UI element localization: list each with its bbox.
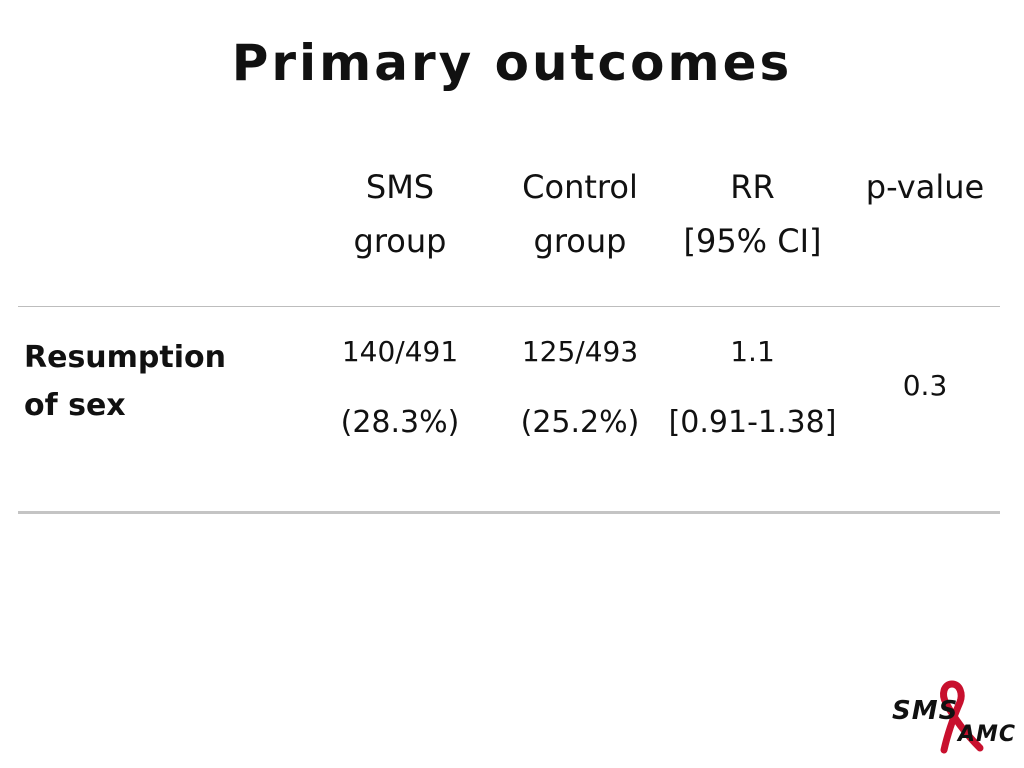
- row-label-line2: of sex: [24, 388, 126, 423]
- header-control-group: Control group: [495, 160, 665, 268]
- header-control-line2: group: [533, 222, 627, 260]
- header-sms-line2: group: [353, 222, 447, 260]
- header-control-line1: Control: [522, 168, 638, 206]
- cell-sms-count: 140/491: [341, 335, 459, 368]
- cell-p-value: 0.3: [902, 369, 948, 402]
- row-label-line1: Resumption: [24, 340, 226, 375]
- cell-control-percent: (25.2%): [520, 405, 640, 440]
- slide-title: Primary outcomes: [231, 34, 793, 92]
- awareness-ribbon-icon: [940, 680, 984, 754]
- cell-rr-value: 1.1: [730, 335, 775, 368]
- sms-amc-logo: SMS AMC: [888, 676, 1015, 756]
- row-label-resumption-of-sex: Resumption of sex: [24, 334, 304, 430]
- header-p-value: p-value: [840, 160, 1010, 214]
- cell-sms-percent: (28.3%): [340, 405, 460, 440]
- ribbon-shape: [940, 680, 984, 754]
- header-p-value-line1: p-value: [865, 168, 985, 206]
- cell-rr-ci: [0.91-1.38]: [668, 405, 837, 440]
- header-sms-group: SMS group: [320, 160, 480, 268]
- header-rr-line2: [95% CI]: [683, 222, 822, 260]
- table-top-rule: [18, 306, 1000, 307]
- logo-text-sms: SMS: [892, 696, 959, 726]
- logo-text-amc: AMC: [958, 722, 1017, 747]
- header-rr-line1: RR: [730, 168, 775, 206]
- header-rr: RR [95% CI]: [665, 160, 840, 268]
- header-sms-line1: SMS: [365, 168, 435, 206]
- cell-control-count: 125/493: [521, 335, 639, 368]
- table-bottom-rule: [18, 511, 1000, 514]
